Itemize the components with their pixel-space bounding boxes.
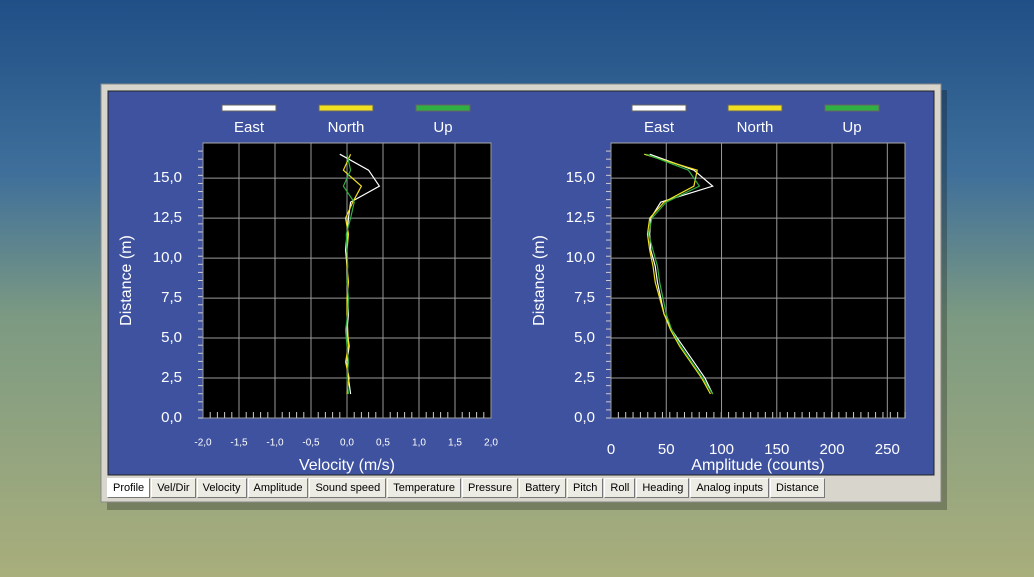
y-tick-label: 15,0 [153,169,182,186]
legend-swatch [415,104,471,112]
tab[interactable]: Roll [604,478,636,498]
tab[interactable]: Temperature [387,478,462,498]
x-axis-title: Amplitude (counts) [691,457,824,474]
x-tick-label: 1,5 [448,438,462,449]
legend-label: East [234,119,265,136]
y-tick-label: 7,5 [161,289,182,306]
tab[interactable]: Heading [636,478,690,498]
tab[interactable]: Distance [770,478,825,498]
x-tick-label: 0,5 [376,438,390,449]
tab[interactable]: Vel/Dir [151,478,196,498]
legend-label: North [328,119,365,136]
legend-label: East [644,119,675,136]
x-tick-label: 150 [764,441,789,458]
y-tick-label: 0,0 [161,409,182,426]
tab[interactable]: Amplitude [247,478,309,498]
y-tick-label: 5,0 [574,329,595,346]
legend-swatch [631,104,687,112]
y-tick-label: 10,0 [153,249,182,266]
x-tick-label: -2,0 [194,438,212,449]
y-tick-label: 7,5 [574,289,595,306]
series-line [646,153,714,395]
y-tick-label: 2,5 [574,369,595,386]
legend-label: Up [842,119,861,136]
y-tick-label: 12,5 [566,209,595,226]
series-line [643,153,711,395]
legend-swatch [727,104,783,112]
legend-swatch [318,104,374,112]
x-tick-label: 50 [658,441,675,458]
y-axis-title: Distance (m) [531,235,548,326]
y-tick-label: 0,0 [574,409,595,426]
y-tick-label: 5,0 [161,329,182,346]
x-tick-label: -1,0 [266,438,284,449]
x-tick-label: 100 [709,441,734,458]
x-tick-label: 250 [875,441,900,458]
y-tick-label: 2,5 [161,369,182,386]
y-axis-title: Distance (m) [118,235,135,326]
x-tick-label: -1,5 [230,438,248,449]
tab[interactable]: Profile [107,478,151,498]
x-tick-label: 1,0 [412,438,426,449]
tab-bar: Profile Vel/Dir Velocity Amplitude Sound spe… [107,478,825,498]
legend-swatch [221,104,277,112]
legend-swatch [824,104,880,112]
x-tick-label: 0 [607,441,615,458]
series-line [649,153,714,395]
x-tick-label: -0,5 [302,438,320,449]
tab[interactable]: Battery [519,478,566,498]
x-tick-label: 200 [820,441,845,458]
legend-label: North [737,119,774,136]
legend-label: Up [433,119,452,136]
y-tick-label: 10,0 [566,249,595,266]
tab[interactable]: Pressure [462,478,519,498]
tab[interactable]: Analog inputs [690,478,770,498]
tab[interactable]: Sound speed [309,478,387,498]
y-tick-label: 15,0 [566,169,595,186]
x-tick-label: 2,0 [484,438,498,449]
tab[interactable]: Pitch [566,478,604,498]
y-tick-label: 12,5 [153,209,182,226]
x-tick-label: 0,0 [340,438,354,449]
x-axis-title: Velocity (m/s) [299,457,395,474]
tab[interactable]: Velocity [196,478,247,498]
series-line [342,154,355,395]
